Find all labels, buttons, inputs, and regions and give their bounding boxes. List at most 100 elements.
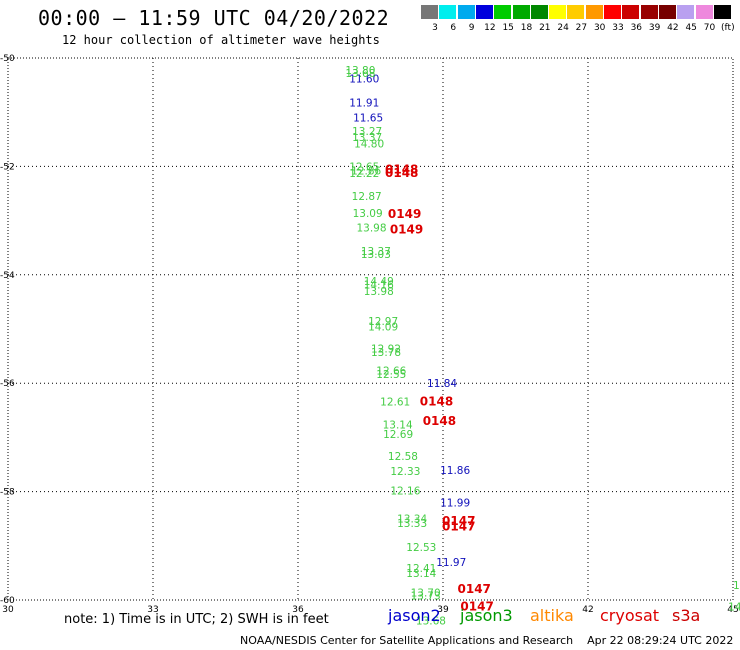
color-scale-label: 24 (557, 23, 569, 33)
x-tick-label: 30 (2, 605, 14, 615)
satellite-altika: altika (530, 606, 574, 625)
data-label-jason3: 14.16 (364, 280, 394, 292)
data-label-jason2: 11.99 (440, 497, 470, 509)
satellite-jason2: jason2 (388, 606, 441, 625)
chart-title: 00:00 – 11:59 UTC 04/20/2022 (38, 6, 390, 30)
color-scale-label: 9 (468, 23, 475, 33)
color-swatch (585, 5, 603, 19)
color-scale-label: 42 (667, 23, 679, 33)
data-label-jason2: 11.84 (427, 378, 457, 390)
data-label-jason3: 13.70 (411, 587, 441, 599)
data-label-s3a: 0148 (385, 163, 418, 177)
data-label-jason3: 12.41 (406, 563, 436, 575)
data-label-jason2: 11.60 (349, 74, 379, 86)
color-swatch (658, 5, 676, 19)
y-tick-label: -50 (0, 54, 15, 64)
data-label-jason3: 12.69 (383, 429, 413, 441)
color-swatch (512, 5, 530, 19)
footer-note: note: 1) Time is in UTC; 2) SWH is in fe… (64, 612, 329, 627)
color-scale-label: 3 (432, 23, 438, 33)
data-label-jason3: 13.68 (345, 68, 375, 80)
color-scale-label: (ft) (721, 23, 735, 33)
data-label-s3a: 0147 (460, 600, 493, 614)
data-label-jason3: 14.09 (368, 321, 398, 333)
data-label-jason3: 14.80 (354, 139, 384, 151)
data-label-s3a: 0148 (423, 414, 456, 428)
data-label-jason3: 13.27 (352, 126, 382, 138)
x-tick-label: 45 (727, 605, 738, 615)
data-label-jason3: 12.61 (380, 397, 410, 409)
data-label-jason3: 12.55 (376, 369, 406, 381)
color-swatch (695, 5, 713, 19)
color-scale-label: 21 (539, 23, 551, 33)
data-label-jason3: 12.65 (349, 161, 379, 173)
color-scale-label: 36 (630, 23, 643, 33)
color-scale-label: 39 (648, 23, 661, 33)
data-label-jason2: 11.91 (349, 97, 379, 109)
chart-subtitle: 12 hour collection of altimeter wave hei… (62, 33, 380, 47)
satellite-cryosat: cryosat (600, 606, 660, 625)
data-label-jason3: 13.37 (352, 132, 382, 144)
color-scale-label: 18 (520, 23, 533, 33)
data-label-jason3: 12.66 (376, 366, 406, 378)
color-swatch (457, 5, 475, 19)
color-scale-label: 6 (450, 23, 457, 33)
color-scale-label: 33 (612, 23, 624, 33)
data-label-jason3: 13.09 (353, 208, 383, 220)
data-label-jason3: 1 (733, 580, 740, 592)
x-tick-label: 39 (437, 605, 449, 615)
data-label-jason3: 13.98 (364, 286, 394, 298)
data-label-jason3: 14 (728, 602, 740, 614)
x-tick-label: 33 (147, 605, 158, 615)
color-swatch (713, 5, 731, 19)
y-tick-label: -54 (0, 271, 15, 281)
data-label-jason3: 13.78 (371, 347, 401, 359)
color-swatch (640, 5, 658, 19)
data-label-jason3: 13.68 (416, 616, 446, 628)
color-scale-label: 12 (484, 23, 496, 33)
data-label-jason3: 13.33 (397, 518, 427, 530)
color-swatch (677, 5, 695, 19)
data-label-jason3: 12.97 (368, 316, 398, 328)
satellite-s3a: s3a (672, 606, 701, 625)
data-label-jason3: 13.98 (356, 223, 386, 235)
color-scale-label: 15 (502, 23, 514, 33)
data-label-jason2: 11.86 (440, 465, 470, 477)
data-label-jason3: 12.33 (390, 466, 420, 478)
data-label-jason2: 11.97 (436, 557, 466, 569)
data-label-jason3: 12.22 (349, 168, 379, 180)
data-label-jason3: 13.37 (361, 246, 391, 258)
data-label-jason3: 12.58 (388, 451, 418, 463)
color-swatch (421, 5, 438, 19)
data-label-jason3: 13.14 (406, 568, 436, 580)
data-label-s3a: 0148 (385, 166, 418, 180)
color-scale-label: 45 (685, 23, 697, 33)
data-label-s3a: 0147 (442, 514, 475, 528)
color-swatch (622, 5, 640, 19)
color-swatch (604, 5, 621, 19)
data-label-s3a: 0149 (390, 222, 423, 236)
data-label-s3a: 0148 (420, 395, 453, 409)
color-swatch (567, 5, 585, 19)
plot-frame (7, 57, 734, 601)
color-scale-label: 27 (575, 23, 588, 33)
color-scale-label: 70 (703, 23, 716, 33)
color-swatch (475, 5, 493, 19)
color-swatch (494, 5, 512, 19)
data-label-jason2: 11.65 (353, 113, 383, 125)
color-scale-label: 30 (593, 23, 606, 33)
data-label-s3a: 0149 (388, 207, 421, 221)
satellite-jason3: jason3 (460, 606, 513, 625)
data-label-jason3: 13.80 (345, 65, 375, 77)
data-label-jason3: 12.92 (371, 344, 401, 356)
x-tick-label: 42 (582, 605, 593, 615)
y-tick-label: -60 (0, 596, 15, 606)
data-label-jason3: 13.34 (397, 514, 427, 526)
color-swatch (549, 5, 567, 19)
y-tick-label: -58 (0, 488, 15, 498)
footer-credit: NOAA/NESDIS Center for Satellite Applica… (240, 634, 734, 647)
color-swatch (530, 5, 548, 19)
color-swatch (439, 5, 457, 19)
data-label-jason3: 14.49 (364, 276, 394, 288)
